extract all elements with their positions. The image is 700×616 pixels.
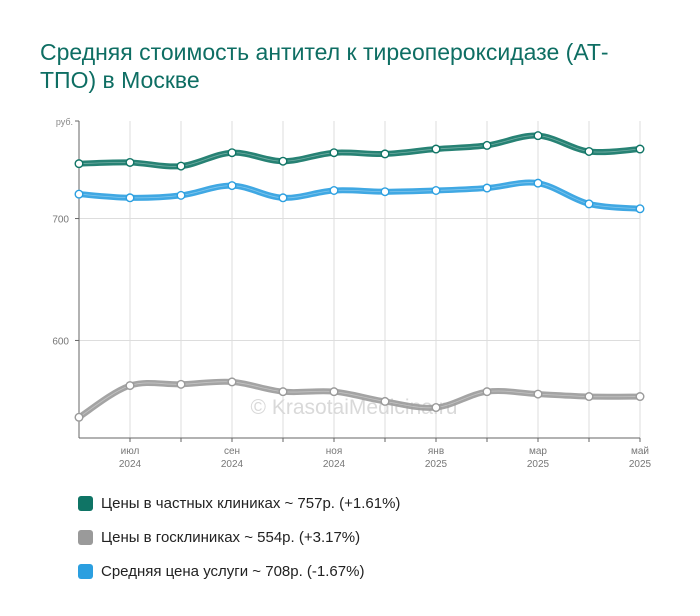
- legend-swatch-private: [78, 495, 93, 511]
- data-point-average: [278, 193, 288, 203]
- data-point-average: [584, 199, 594, 209]
- data-point-average: [176, 190, 186, 200]
- x-tick-label-year: 2025: [629, 459, 652, 470]
- data-point-average: [329, 185, 339, 195]
- data-points: [74, 131, 645, 422]
- chart-title: Средняя стоимость антител к тиреоперокси…: [40, 39, 609, 93]
- data-point-private: [482, 140, 492, 150]
- legend: Цены в частных клиниках ~ 757р. (+1.61%)…: [78, 486, 400, 588]
- data-point-public: [278, 387, 288, 397]
- data-point-private: [125, 157, 135, 167]
- x-tick-label-month: май: [631, 446, 649, 457]
- legend-item-average[interactable]: Средняя цена услуги ~ 708р. (-1.67%): [78, 554, 400, 588]
- data-point-public: [380, 396, 390, 406]
- data-point-average: [482, 183, 492, 193]
- data-point-private: [278, 156, 288, 166]
- watermark: © KrasotaiMedicina.ru: [251, 396, 458, 419]
- y-tick-label: 700: [52, 215, 69, 226]
- legend-swatch-public: [78, 529, 93, 545]
- data-point-private: [380, 149, 390, 159]
- data-point-average: [227, 181, 237, 191]
- legend-swatch-average: [78, 563, 93, 579]
- data-point-private: [533, 131, 543, 141]
- data-point-private: [227, 148, 237, 158]
- series-lines: [76, 132, 643, 421]
- data-point-private: [431, 144, 441, 154]
- data-point-private: [329, 148, 339, 158]
- data-point-public: [227, 377, 237, 387]
- data-point-private: [176, 161, 186, 171]
- data-point-private: [584, 146, 594, 156]
- axes: [75, 120, 641, 442]
- legend-label-public: Цены в госклиниках ~ 554р. (+3.17%): [101, 528, 361, 546]
- x-tick-label-year: 2025: [527, 459, 550, 470]
- line-chart: © KrasotaiMedicina.ru 600 700 руб. июл 2024 с…: [52, 117, 651, 470]
- data-point-public: [125, 381, 135, 391]
- x-tick-label-month: мар: [529, 446, 547, 457]
- legend-label-average: Средняя цена услуги ~ 708р. (-1.67%): [101, 562, 365, 580]
- x-tick-label-month: июл: [121, 446, 140, 457]
- data-point-private: [74, 159, 84, 169]
- data-point-private: [635, 144, 645, 154]
- data-point-average: [431, 185, 441, 195]
- data-point-average: [380, 187, 390, 197]
- legend-label-private: Цены в частных клиниках ~ 757р. (+1.61%): [101, 494, 401, 512]
- x-tick-label-month: ноя: [326, 446, 343, 457]
- data-point-public: [431, 403, 441, 413]
- data-point-public: [584, 392, 594, 402]
- watermark-text: © KrasotaiMedicina.ru: [251, 396, 458, 419]
- legend-item-private[interactable]: Цены в частных клиниках ~ 757р. (+1.61%): [78, 486, 400, 520]
- grid-lines: [79, 121, 641, 438]
- data-point-public: [533, 389, 543, 399]
- data-point-average: [74, 189, 84, 199]
- data-point-average: [125, 193, 135, 203]
- x-tick-label-year: 2024: [119, 459, 142, 470]
- x-tick-label-year: 2024: [221, 459, 244, 470]
- data-point-public: [329, 387, 339, 397]
- series-line-average: [76, 179, 643, 212]
- x-tick-label-year: 2025: [425, 459, 448, 470]
- data-point-public: [74, 412, 84, 422]
- data-point-average: [635, 204, 645, 214]
- data-point-public: [482, 387, 492, 397]
- data-point-public: [176, 379, 186, 389]
- y-tick-label: 600: [52, 336, 69, 347]
- x-tick-label-month: янв: [428, 446, 444, 457]
- data-point-average: [533, 178, 543, 188]
- y-unit-label: руб.: [56, 117, 73, 127]
- x-tick-label-month: сен: [224, 446, 240, 457]
- legend-item-public[interactable]: Цены в госклиниках ~ 554р. (+3.17%): [78, 520, 400, 554]
- data-point-public: [635, 392, 645, 402]
- x-tick-label-year: 2024: [323, 459, 346, 470]
- tick-labels: 600 700 руб. июл 2024 сен 2024 ноя 2024 янв 2025 ма…: [52, 117, 651, 470]
